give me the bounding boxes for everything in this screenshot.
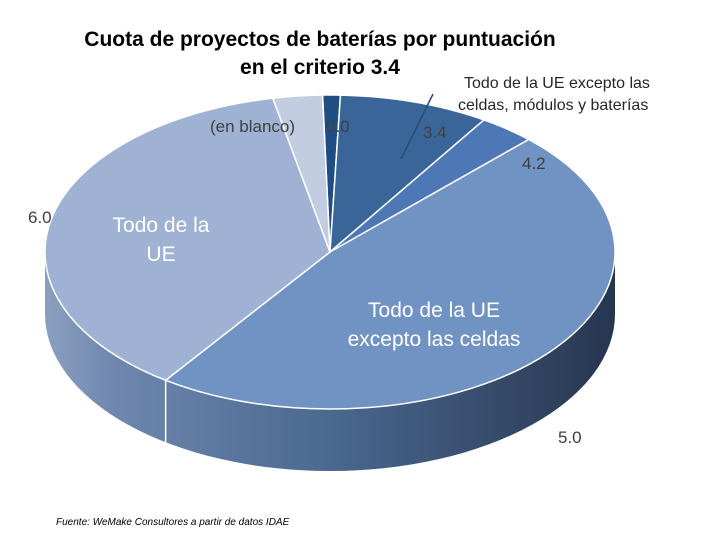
inner-label-6-line2: UE bbox=[146, 243, 175, 266]
pie-slice-5.0 bbox=[164, 138, 616, 410]
chart-title-line1: Cuota de proyectos de baterías por puntu… bbox=[84, 28, 556, 51]
source-note: Fuente: WeMake Consultores a partir de d… bbox=[56, 517, 290, 528]
pie-slice-6.0 bbox=[44, 97, 331, 382]
inner-label-5-line2: excepto las celdas bbox=[348, 328, 521, 351]
callout-line2: celdas, módulos y baterías bbox=[458, 97, 648, 114]
pie-side-wall bbox=[45, 252, 615, 471]
pie-slice--en-blanco- bbox=[271, 94, 331, 253]
inner-label-5-line1: Todo de la UE bbox=[368, 299, 500, 322]
label-0.0: 0.0 bbox=[326, 117, 350, 136]
inner-label-6-line1: Todo de la bbox=[113, 214, 210, 237]
label-en-blanco: (en blanco) bbox=[210, 117, 295, 136]
callout-leader-line bbox=[400, 93, 434, 160]
label-4.2: 4.2 bbox=[522, 154, 546, 173]
callout-line1: Todo de la UE excepto las bbox=[464, 75, 650, 92]
label-5.0: 5.0 bbox=[558, 428, 582, 447]
chart-title-line2: en el criterio 3.4 bbox=[240, 56, 400, 79]
pie-slice-3.4 bbox=[329, 94, 486, 254]
label-6.0: 6.0 bbox=[28, 208, 52, 227]
label-3.4: 3.4 bbox=[423, 123, 447, 142]
